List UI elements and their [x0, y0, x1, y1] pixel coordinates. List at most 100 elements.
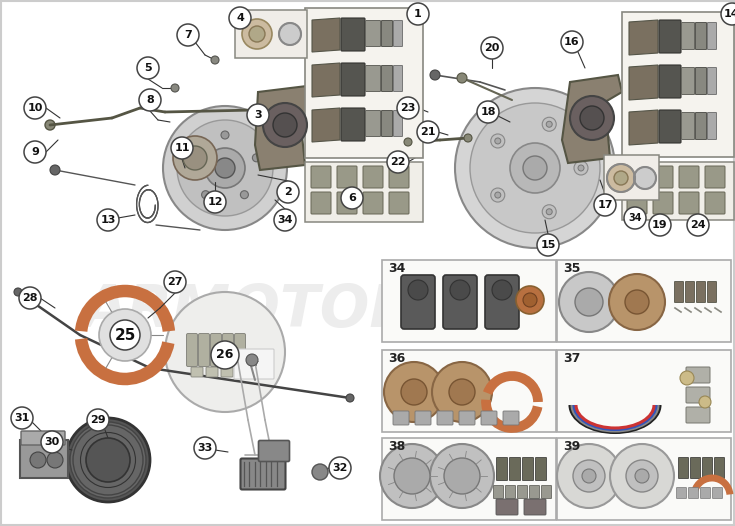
Circle shape	[610, 444, 674, 508]
Circle shape	[50, 165, 60, 175]
Text: 38: 38	[388, 440, 405, 453]
FancyBboxPatch shape	[536, 458, 547, 480]
FancyBboxPatch shape	[234, 349, 274, 379]
Circle shape	[582, 469, 596, 483]
FancyBboxPatch shape	[686, 407, 710, 423]
Text: 20: 20	[484, 43, 500, 53]
Circle shape	[47, 452, 63, 468]
Circle shape	[242, 19, 272, 49]
Text: 35: 35	[563, 262, 581, 275]
FancyBboxPatch shape	[389, 192, 409, 214]
Circle shape	[464, 134, 472, 142]
FancyBboxPatch shape	[523, 458, 534, 480]
Text: 2: 2	[284, 187, 292, 197]
Bar	[382, 438, 556, 520]
Text: 19: 19	[652, 220, 668, 230]
Circle shape	[634, 167, 656, 189]
Text: 9: 9	[31, 147, 39, 157]
Circle shape	[205, 148, 245, 188]
Circle shape	[609, 274, 665, 330]
FancyBboxPatch shape	[393, 110, 403, 137]
FancyBboxPatch shape	[341, 63, 365, 96]
Text: 5: 5	[144, 63, 152, 73]
FancyBboxPatch shape	[240, 459, 285, 490]
Circle shape	[380, 444, 444, 508]
FancyBboxPatch shape	[381, 21, 392, 46]
FancyBboxPatch shape	[337, 192, 357, 214]
Circle shape	[561, 31, 583, 53]
Circle shape	[99, 309, 151, 361]
FancyBboxPatch shape	[221, 367, 233, 377]
Circle shape	[614, 171, 628, 185]
FancyBboxPatch shape	[659, 110, 681, 143]
Circle shape	[387, 151, 409, 173]
Circle shape	[177, 24, 199, 46]
Bar	[604, 155, 659, 200]
FancyBboxPatch shape	[259, 440, 290, 461]
Bar	[557, 350, 731, 432]
FancyBboxPatch shape	[496, 499, 518, 515]
FancyBboxPatch shape	[653, 192, 673, 214]
FancyBboxPatch shape	[497, 458, 507, 480]
FancyBboxPatch shape	[223, 333, 234, 367]
FancyBboxPatch shape	[443, 275, 477, 329]
FancyBboxPatch shape	[381, 110, 392, 137]
FancyBboxPatch shape	[708, 281, 717, 302]
FancyBboxPatch shape	[393, 66, 403, 92]
Circle shape	[183, 146, 207, 170]
Bar	[235, 10, 307, 58]
Circle shape	[470, 103, 600, 233]
Circle shape	[432, 362, 492, 422]
Circle shape	[19, 287, 41, 309]
Circle shape	[86, 438, 130, 482]
Bar	[382, 350, 556, 432]
FancyBboxPatch shape	[542, 485, 551, 499]
FancyBboxPatch shape	[381, 66, 392, 92]
Circle shape	[190, 154, 198, 162]
Text: 1: 1	[414, 9, 422, 19]
Circle shape	[523, 156, 547, 180]
FancyBboxPatch shape	[210, 333, 221, 367]
Text: 34: 34	[277, 215, 293, 225]
Circle shape	[649, 214, 671, 236]
Circle shape	[635, 469, 649, 483]
FancyBboxPatch shape	[524, 499, 546, 515]
Text: KIT: KIT	[248, 361, 259, 367]
Text: 36: 36	[388, 352, 405, 365]
Circle shape	[111, 321, 139, 349]
FancyBboxPatch shape	[686, 387, 710, 403]
Text: 29: 29	[90, 415, 106, 425]
Circle shape	[240, 191, 248, 199]
FancyBboxPatch shape	[678, 458, 689, 479]
Circle shape	[229, 7, 251, 29]
FancyBboxPatch shape	[695, 23, 706, 49]
Polygon shape	[562, 75, 622, 163]
FancyBboxPatch shape	[506, 485, 515, 499]
FancyBboxPatch shape	[234, 333, 245, 367]
FancyBboxPatch shape	[187, 333, 198, 367]
FancyBboxPatch shape	[517, 485, 528, 499]
Circle shape	[279, 23, 301, 45]
FancyBboxPatch shape	[700, 488, 711, 499]
Bar	[305, 8, 423, 158]
Polygon shape	[629, 20, 658, 55]
Circle shape	[312, 464, 328, 480]
Circle shape	[570, 96, 614, 140]
Circle shape	[163, 106, 287, 230]
FancyBboxPatch shape	[311, 166, 331, 188]
Circle shape	[24, 97, 46, 119]
FancyBboxPatch shape	[675, 281, 684, 302]
Text: 22: 22	[390, 157, 406, 167]
FancyBboxPatch shape	[365, 21, 381, 46]
FancyBboxPatch shape	[681, 113, 695, 139]
Circle shape	[624, 207, 646, 229]
Text: 6: 6	[348, 193, 356, 203]
Circle shape	[165, 292, 285, 412]
FancyBboxPatch shape	[311, 192, 331, 214]
FancyBboxPatch shape	[509, 458, 520, 480]
Text: 24: 24	[690, 220, 706, 230]
FancyBboxPatch shape	[459, 411, 475, 425]
Circle shape	[263, 103, 307, 147]
Circle shape	[171, 84, 179, 92]
FancyBboxPatch shape	[679, 166, 699, 188]
